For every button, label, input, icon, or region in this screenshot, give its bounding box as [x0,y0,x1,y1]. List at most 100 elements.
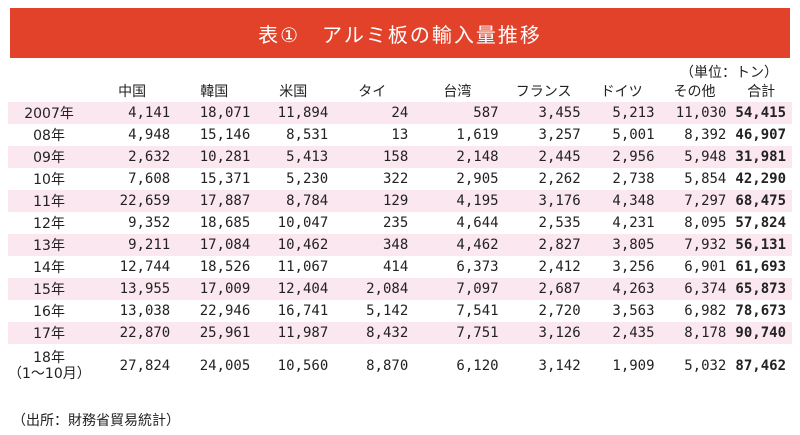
row-year-label: 14年 [8,256,90,278]
row-value-cell: 7,097 [412,278,503,300]
table-row: 15年 13,955 17,009 12,404 2,084 7,097 2,687 4,26… [8,278,792,300]
row-value-cell: 2,148 [412,146,503,168]
row-year-label: 09年 [8,146,91,168]
row-value-cell: 17,887 [174,190,255,212]
row-value-cell: 27,824 [119,358,171,374]
col-header-china: 中国 [118,84,147,100]
row-value-cell: 18,071 [174,102,255,124]
row-value-cell: 3,455 [502,102,585,124]
row-value-cell: 7,751 [412,322,503,344]
row-value-cell: 235 [382,215,409,231]
row-value-cell: 13,955 [90,278,175,300]
row-value-cell: 5,230 [286,171,329,187]
row-year-label: 16年 [8,300,90,322]
row-value-cell: 12,404 [254,278,333,300]
row-total-cell: 57,824 [735,215,786,231]
row-value-cell: 11,987 [254,322,333,344]
row-value-cell: 2,956 [584,146,659,168]
row-value-cell: 3,257 [538,127,581,143]
row-value-cell: 3,805 [584,234,659,256]
row-year-label: 18年 （1～10月） [8,344,91,388]
row-value-cell: 2,084 [332,278,413,300]
col-header-year [8,80,90,102]
row-value-cell: 6,374 [658,278,731,300]
table-row: 10年 7,608 15,371 5,230 322 2,905 2,262 2,738 5,8… [8,168,792,190]
row-year-label: 12年 [8,212,90,234]
row-total-cell: 31,981 [730,146,792,168]
row-year: 17年 [33,326,65,342]
header-row: 中国 韓国 米国 タイ 台湾 フランス ドイツ その他 合計 [8,80,792,102]
row-value-cell: 11,067 [277,259,329,275]
row-value-cell: 1,619 [456,127,499,143]
row-year-label: 08年 [8,124,90,146]
row-year: 14年 [33,260,65,276]
row-value-cell: 8,178 [658,322,731,344]
row-value-cell: 8,531 [286,127,329,143]
row-total-cell: 61,693 [735,259,786,275]
row-value-cell: 5,001 [612,127,655,143]
row-value-cell: 5,032 [684,358,727,374]
row-year: 11年 [33,194,65,210]
row-year-label: 2007年 [8,102,91,124]
row-value-cell: 8,095 [684,215,727,231]
row-value-cell: 2,412 [538,259,581,275]
unit-note: （単位：トン） [680,65,778,81]
row-year-label: 17年 [8,322,91,344]
row-value-cell: 4,948 [128,127,171,143]
col-header-france: フランス [515,84,572,100]
row-value-cell: 5,948 [658,146,731,168]
row-value-cell: 17,084 [174,234,255,256]
col-header-thailand: タイ [358,84,387,100]
row-value-cell: 8,870 [366,358,409,374]
row-value-cell: 3,126 [502,322,585,344]
table-row: 18年 （1～10月） 27,824 24,005 10,560 8,870 6,120 3,… [8,344,792,388]
row-value-cell: 4,195 [412,190,503,212]
row-value-cell: 11,894 [254,102,333,124]
row-value-cell: 10,462 [254,234,333,256]
table-title-bar: 表① アルミ板の輸入量推移 [10,8,790,58]
row-value-cell: 10,281 [174,146,255,168]
source-note: （出所：財務省貿易統計） [12,413,180,429]
row-total-cell: 90,740 [730,322,792,344]
row-value-cell: 12,744 [119,259,171,275]
row-value-cell: 10,047 [277,215,329,231]
table-row: 2007年 4,141 18,071 11,894 24 587 3,455 5,213 11,… [8,102,792,124]
row-value-cell: 7,932 [658,234,731,256]
table-body: 2007年 4,141 18,071 11,894 24 587 3,455 5,213 11,… [8,102,792,388]
row-year: 16年 [33,304,65,320]
row-total-cell: 46,907 [735,127,786,143]
row-value-cell: 2,827 [502,234,585,256]
col-header-korea: 韓国 [200,84,229,100]
row-value-cell: 2,435 [584,322,659,344]
row-total-cell: 87,462 [735,358,786,374]
row-value-cell: 6,982 [684,303,727,319]
row-year: 10年 [33,172,65,188]
row-value-cell: 2,445 [502,146,585,168]
row-value-cell: 7,541 [456,303,499,319]
row-value-cell: 2,535 [538,215,581,231]
row-value-cell: 4,644 [456,215,499,231]
row-value-cell: 2,262 [538,171,581,187]
row-value-cell: 3,256 [612,259,655,275]
row-year-label: 10年 [8,168,90,190]
row-value-cell: 10,560 [277,358,329,374]
row-value-cell: 5,854 [684,171,727,187]
row-value-cell: 7,608 [128,171,171,187]
table-row: 17年 22,870 25,961 11,987 8,432 7,751 3,126 2,43… [8,322,792,344]
row-year: 2007年 [24,106,74,122]
row-value-cell: 9,352 [128,215,171,231]
row-value-cell: 18,685 [199,215,251,231]
row-value-cell: 158 [332,146,413,168]
row-value-cell: 13 [391,127,409,143]
row-value-cell: 22,946 [199,303,251,319]
row-value-cell: 8,392 [684,127,727,143]
row-total-cell: 56,131 [730,234,792,256]
row-value-cell: 4,263 [584,278,659,300]
row-value-cell: 3,563 [612,303,655,319]
row-total-cell: 78,673 [735,303,786,319]
row-year-period: （1～10月） [8,366,91,382]
row-value-cell: 6,120 [456,358,499,374]
row-total-cell: 65,873 [730,278,792,300]
import-volume-table: 中国 韓国 米国 タイ 台湾 フランス ドイツ その他 合計 2007年 4,14… [8,80,792,388]
col-header-total: 合計 [747,84,776,100]
